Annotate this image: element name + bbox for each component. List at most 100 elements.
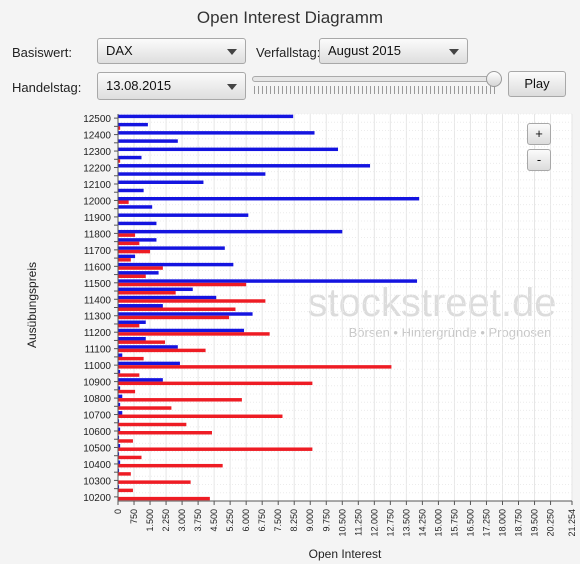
bar-calls: [118, 452, 120, 456]
bar-calls: [118, 468, 120, 473]
bar-calls: [118, 205, 153, 209]
bar-puts: [118, 488, 133, 493]
bar-puts: [118, 241, 140, 246]
bar-puts: [118, 307, 236, 311]
y-tick-label: 11200: [84, 328, 112, 339]
x-tick-label: 16.500: [465, 509, 475, 537]
zoom-in-button[interactable]: +: [527, 123, 551, 145]
bar-calls: [118, 312, 253, 316]
chevron-down-icon: [227, 84, 237, 90]
bar-puts: [118, 414, 283, 419]
y-tick-label: 10500: [83, 443, 111, 454]
bar-puts: [118, 381, 313, 386]
bar-puts: [118, 389, 136, 394]
verfallstag-value: August 2015: [328, 43, 402, 58]
bar-calls: [118, 131, 315, 135]
bar-puts: [118, 472, 131, 476]
bar-calls: [118, 172, 266, 176]
bar-calls: [118, 328, 245, 333]
bar-calls: [118, 164, 371, 168]
y-tick-label: 10600: [83, 427, 111, 438]
x-tick-label: 7.500: [273, 509, 283, 532]
handelstag-value: 13.08.2015: [106, 78, 172, 93]
bar-calls: [118, 229, 343, 234]
bar-calls: [118, 271, 159, 275]
bar-calls: [118, 180, 204, 184]
y-tick-label: 12500: [83, 114, 111, 125]
bar-calls: [118, 147, 339, 152]
bar-calls: [118, 427, 121, 432]
bar-calls: [118, 444, 121, 448]
bar-puts: [118, 480, 191, 484]
x-tick-label: 15.000: [433, 509, 443, 537]
bar-calls: [118, 386, 121, 390]
chevron-down-icon: [227, 49, 237, 55]
y-tick-label: 10700: [83, 411, 111, 422]
verfallstag-select[interactable]: August 2015: [319, 38, 468, 64]
bar-puts: [118, 398, 242, 402]
y-tick-label: 10400: [83, 460, 111, 471]
bar-puts: [118, 159, 121, 163]
basiswert-value: DAX: [106, 43, 133, 58]
bar-calls: [118, 122, 148, 127]
bar-calls: [118, 188, 144, 193]
bar-puts: [118, 332, 270, 336]
bar-calls: [118, 485, 120, 489]
bar-calls: [118, 213, 249, 217]
bar-calls: [118, 402, 121, 407]
y-tick-label: 12300: [83, 147, 111, 158]
handelstag-select[interactable]: 13.08.2015: [97, 72, 246, 100]
date-slider-thumb[interactable]: [486, 71, 502, 87]
bar-puts: [118, 431, 212, 435]
y-tick-label: 12400: [83, 131, 111, 142]
y-tick-label: 11000: [84, 361, 112, 372]
x-tick-label: 18.750: [514, 509, 524, 537]
watermark-tagline: Börsen • Hintergründe • Prognosen: [349, 325, 552, 340]
bar-calls: [118, 246, 225, 250]
bar-calls: [118, 304, 163, 308]
bar-puts: [118, 406, 172, 410]
y-tick-label: 11900: [84, 213, 112, 224]
bar-calls: [118, 287, 193, 292]
x-tick-label: 1.500: [145, 509, 155, 532]
y-tick-label: 11500: [84, 279, 112, 290]
y-tick-label: 10800: [83, 394, 111, 405]
zoom-out-button[interactable]: -: [527, 149, 551, 171]
bar-puts: [118, 126, 121, 130]
x-tick-label: 15.750: [449, 509, 459, 537]
x-tick-label: 3.750: [193, 509, 203, 532]
y-tick-label: 10900: [83, 378, 111, 389]
x-tick-label: 9.750: [321, 509, 331, 532]
bar-puts: [118, 447, 313, 451]
basiswert-select[interactable]: DAX: [97, 38, 246, 64]
bar-puts: [118, 340, 165, 344]
bar-calls: [118, 345, 178, 349]
bar-calls: [118, 155, 142, 160]
bar-puts: [118, 422, 187, 427]
x-tick-label: 5.250: [225, 509, 235, 532]
y-tick-label: 11700: [84, 246, 112, 257]
bar-calls: [118, 361, 180, 366]
verfallstag-label: Verfallstag:: [256, 45, 321, 60]
bar-calls: [118, 336, 146, 341]
x-tick-label: 13.500: [401, 509, 411, 537]
y-tick-label: 11800: [84, 229, 112, 240]
bar-calls: [118, 114, 294, 119]
y-tick-label: 12000: [83, 196, 111, 207]
x-tick-label: 750: [129, 509, 139, 524]
x-tick-label: 0: [113, 509, 123, 514]
y-tick-label: 11400: [84, 295, 112, 306]
bar-puts: [118, 274, 146, 279]
x-tick-label: 18.000: [497, 509, 507, 537]
y-tick-label: 10200: [83, 493, 111, 504]
x-tick-label: 12.000: [369, 509, 379, 537]
play-button[interactable]: Play: [508, 71, 566, 97]
x-tick-label: 10.500: [337, 509, 347, 537]
bar-calls: [118, 378, 163, 382]
x-tick-label: 20.250: [546, 509, 556, 537]
y-tick-label: 11100: [85, 345, 112, 356]
bar-calls: [118, 320, 146, 324]
x-tick-label: 19.500: [530, 509, 540, 537]
x-axis-label: Open Interest: [308, 547, 382, 561]
